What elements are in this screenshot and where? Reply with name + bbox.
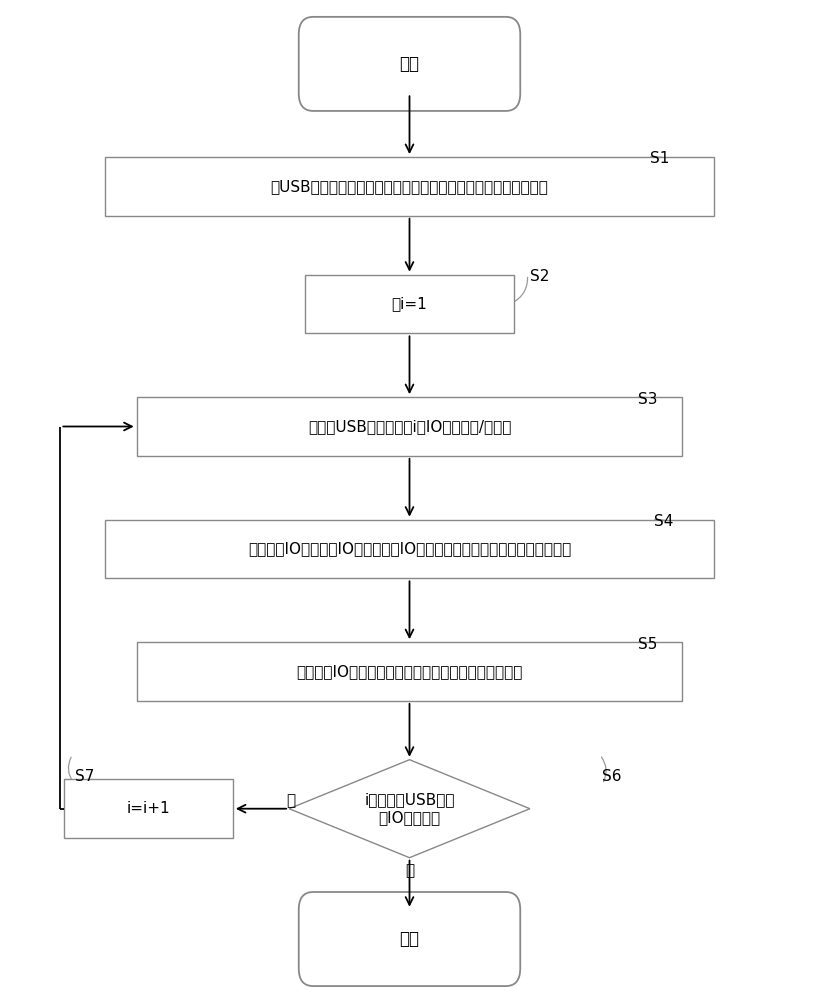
Text: S3: S3 (638, 392, 658, 407)
Text: 开始: 开始 (400, 55, 419, 73)
Bar (105, 520, 714, 578)
Text: i是否等于USB线缆
中IO线的总数: i是否等于USB线缆 中IO线的总数 (364, 792, 455, 825)
Polygon shape (289, 760, 530, 858)
Text: S6: S6 (602, 769, 622, 784)
Text: S7: S7 (75, 769, 94, 784)
Text: 令i=1: 令i=1 (391, 296, 428, 312)
Bar (305, 275, 514, 333)
Text: 是: 是 (405, 863, 414, 878)
Text: 检测所述IO口对应的IO线与相连的IO线是否短路并将测试结果存放至寄存器: 检测所述IO口对应的IO线与相连的IO线是否短路并将测试结果存放至寄存器 (248, 542, 571, 556)
FancyBboxPatch shape (299, 17, 520, 111)
Text: 向所述USB线缆中的第i个IO口发送高/低电平: 向所述USB线缆中的第i个IO口发送高/低电平 (308, 419, 511, 434)
Text: S5: S5 (638, 637, 658, 652)
Text: 结束: 结束 (400, 930, 419, 948)
Text: S1: S1 (650, 151, 670, 166)
Text: S4: S4 (654, 514, 674, 529)
Bar (65, 779, 233, 838)
FancyBboxPatch shape (299, 892, 520, 986)
Text: 检测所述IO线是否断路并将测试结果存放至所述寄存器: 检测所述IO线是否断路并将测试结果存放至所述寄存器 (296, 664, 523, 679)
Text: i=i+1: i=i+1 (127, 801, 170, 816)
Bar (137, 642, 682, 701)
Bar (105, 157, 714, 216)
Text: 在USB线缆的两个端口处分别安装一测量工具，并进行初始化处理: 在USB线缆的两个端口处分别安装一测量工具，并进行初始化处理 (270, 179, 549, 194)
Bar (137, 397, 682, 456)
Text: S2: S2 (530, 269, 550, 284)
Text: 否: 否 (286, 793, 296, 808)
